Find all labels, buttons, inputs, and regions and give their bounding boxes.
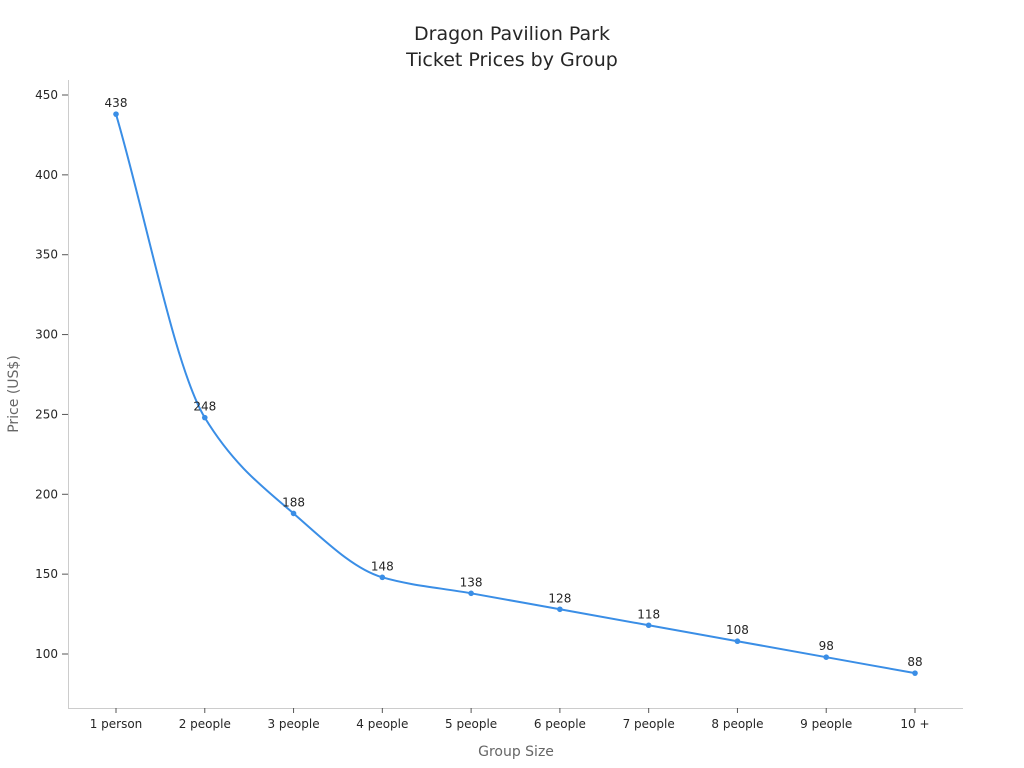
y-tick-label: 200	[35, 487, 58, 501]
data-point	[734, 638, 741, 645]
x-tick-label: 3 people	[267, 717, 319, 731]
x-tick-label: 10 +	[900, 717, 929, 731]
data-point	[645, 622, 652, 629]
y-tick-label: 100	[35, 647, 58, 661]
data-point	[113, 111, 119, 117]
data-label: 188	[282, 495, 305, 509]
data-point	[201, 414, 208, 421]
y-axis-label: Price (US$)	[6, 355, 22, 433]
x-tick-label: 8 people	[711, 717, 763, 731]
chart-title-line-1: Dragon Pavilion Park	[414, 23, 610, 45]
data-label: 88	[907, 655, 922, 669]
data-label: 138	[460, 575, 483, 589]
x-tick-label: 2 people	[179, 717, 231, 731]
y-tick-label: 250	[35, 407, 58, 421]
x-tick-label: 9 people	[800, 717, 852, 731]
data-point	[468, 590, 474, 597]
y-tick-label: 150	[35, 567, 58, 581]
y-tick-label: 300	[35, 328, 58, 342]
series-line	[115, 113, 916, 675]
data-label: 118	[637, 607, 660, 621]
data-label: 108	[726, 623, 749, 637]
data-point	[557, 606, 563, 613]
data-label: 128	[548, 591, 571, 605]
y-tick-label: 400	[35, 168, 58, 182]
x-tick-label: 4 people	[356, 717, 408, 731]
y-tick-label: 350	[35, 248, 58, 262]
data-point	[823, 654, 830, 660]
y-tick-label: 450	[35, 88, 58, 102]
x-tick-label: 7 people	[623, 717, 675, 731]
x-tick-label: 1 person	[90, 717, 143, 731]
data-label: 98	[819, 639, 834, 653]
data-point	[379, 574, 386, 581]
x-tick-label: 6 people	[534, 717, 586, 731]
data-label: 438	[105, 96, 128, 110]
chart-title-line-2: Ticket Prices by Group	[405, 49, 618, 71]
data-label: 148	[371, 559, 394, 573]
x-axis-label: Group Size	[478, 744, 554, 760]
data-point	[290, 510, 297, 517]
x-tick-label: 5 people	[445, 717, 497, 731]
data-point	[912, 670, 918, 676]
data-label: 248	[193, 400, 216, 414]
